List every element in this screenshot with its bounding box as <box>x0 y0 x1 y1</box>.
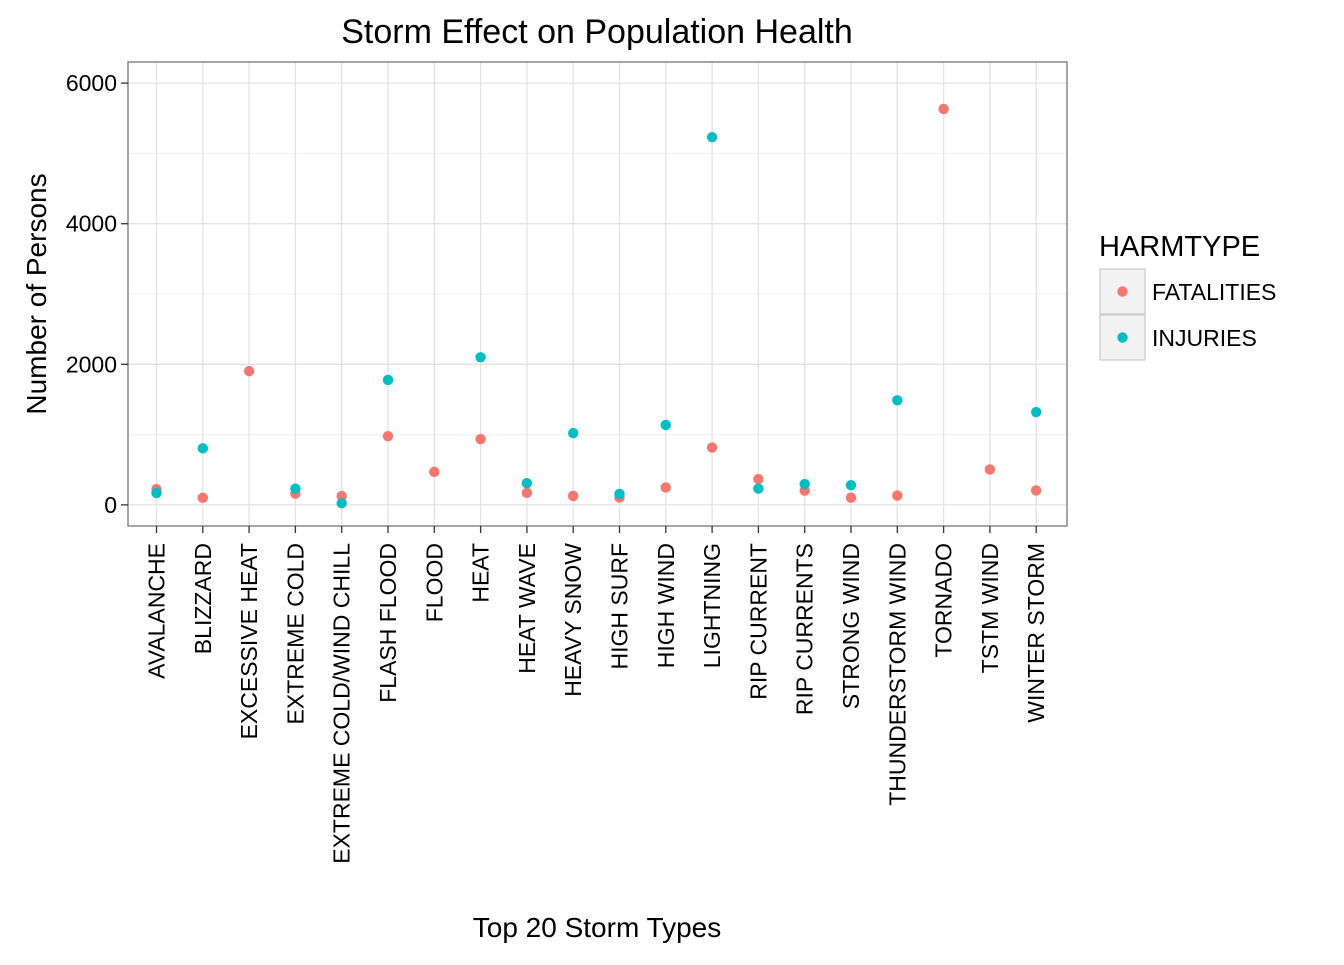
data-point-injuries <box>753 483 764 494</box>
data-point-fatalities <box>845 492 857 503</box>
data-point-fatalities <box>382 430 394 442</box>
data-point-injuries <box>568 427 579 439</box>
x-tick-label: RIP CURRENT <box>745 543 771 700</box>
legend-marker <box>1117 332 1128 343</box>
data-point-fatalities <box>753 473 764 485</box>
x-tick-label: LIGHTNING <box>699 543 725 668</box>
x-axis-title: Top 20 Storm Types <box>473 912 722 943</box>
legend-items: FATALITIES INJURIES <box>1099 268 1276 361</box>
x-tick-label: EXCESSIVE HEAT <box>236 543 262 739</box>
x-tick-label: FLOOD <box>421 543 447 622</box>
data-point-injuries <box>290 483 301 494</box>
data-point-fatalities <box>243 365 255 377</box>
data-point-injuries <box>845 480 857 491</box>
x-tick-label: STRONG WIND <box>838 543 864 709</box>
point-layer <box>151 103 1042 509</box>
data-point-fatalities <box>938 103 949 115</box>
x-tick-label: EXTREME COLD <box>282 543 308 724</box>
data-point-fatalities <box>1031 485 1042 496</box>
data-point-injuries <box>521 477 533 489</box>
y-axis-title: Number of Persons <box>21 173 52 414</box>
x-tick-label: FLASH FLOOD <box>375 543 401 703</box>
data-point-injuries <box>336 498 347 509</box>
legend-item-injuries: INJURIES <box>1099 314 1257 361</box>
plot-panel <box>127 61 1068 527</box>
x-tick-label: BLIZZARD <box>190 543 216 654</box>
x-tick-label: TORNADO <box>931 543 957 658</box>
x-tick-label: HEAT WAVE <box>514 543 540 674</box>
data-point-injuries <box>799 478 810 490</box>
y-tick-label: 4000 <box>66 211 117 237</box>
data-point-fatalities <box>429 466 440 478</box>
data-point-fatalities <box>706 442 718 453</box>
data-point-injuries <box>151 487 162 499</box>
legend-marker <box>1117 286 1128 297</box>
data-point-fatalities <box>521 487 533 499</box>
legend-item-fatalities: FATALITIES <box>1099 268 1276 315</box>
data-point-injuries <box>614 488 625 500</box>
x-tick-label: RIP CURRENTS <box>792 543 818 715</box>
data-point-fatalities <box>984 464 996 475</box>
data-point-injuries <box>892 395 903 406</box>
x-tick-label: EXTREME COLD/WIND CHILL <box>329 543 355 864</box>
data-point-injuries <box>382 374 394 386</box>
y-axis: 0 2000 4000 6000 <box>66 70 128 518</box>
y-tick-label: 0 <box>104 492 117 518</box>
data-point-injuries <box>660 419 671 431</box>
y-tick-label: 2000 <box>66 351 117 377</box>
y-tick-label: 6000 <box>66 70 117 96</box>
legend-label: FATALITIES <box>1152 279 1276 305</box>
data-point-injuries <box>1031 406 1042 418</box>
data-point-fatalities <box>475 433 486 445</box>
data-point-fatalities <box>892 490 903 501</box>
x-tick-label: HEAVY SNOW <box>560 543 586 697</box>
x-tick-label: TSTM WIND <box>977 543 1003 673</box>
x-tick-label: WINTER STORM <box>1023 543 1049 723</box>
legend-title: HARMTYPE <box>1099 231 1260 263</box>
legend-label: INJURIES <box>1152 325 1257 351</box>
data-point-fatalities <box>660 482 671 493</box>
x-tick-label: HEAT <box>468 543 494 603</box>
chart-title: Storm Effect on Population Health <box>341 13 853 51</box>
data-point-fatalities <box>197 492 208 504</box>
data-point-injuries <box>197 443 208 454</box>
data-point-injuries <box>475 352 486 363</box>
x-tick-label: HIGH WIND <box>653 543 679 668</box>
x-tick-label: HIGH SURF <box>607 543 633 670</box>
data-point-fatalities <box>568 490 579 502</box>
x-tick-label: AVALANCHE <box>144 543 170 679</box>
legend: HARMTYPE FATALITIES INJURIES <box>1099 231 1276 361</box>
x-tick-label: THUNDERSTORM WIND <box>884 543 910 806</box>
data-point-injuries <box>706 132 718 143</box>
x-axis: AVALANCHE BLIZZARD EXCESSIVE HEAT EXTREME C… <box>144 526 1049 864</box>
